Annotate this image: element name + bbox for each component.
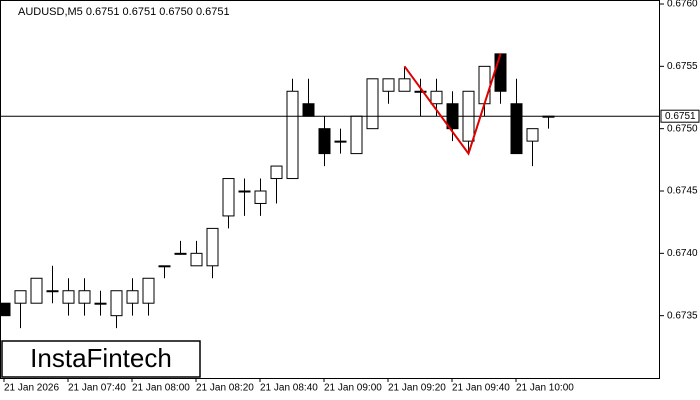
- candle-body: [142, 277, 155, 304]
- candle-body: [158, 265, 171, 268]
- current-price-box: [660, 109, 700, 123]
- plot-frame: [0, 0, 660, 379]
- y-tick-label: 0.6740: [667, 248, 698, 259]
- current-price-label: 0.6751: [665, 111, 696, 122]
- pattern-line: [403, 53, 502, 156]
- x-tick-label: 21 Jan 08:40: [260, 383, 318, 394]
- candle-body: [14, 290, 27, 304]
- candle-body: [94, 302, 107, 305]
- candle-body: [30, 277, 43, 304]
- candle-body: [526, 128, 539, 142]
- candle-body: [366, 78, 379, 130]
- candle-body: [206, 227, 219, 267]
- y-tick-label: 0.6760: [667, 0, 698, 10]
- y-tick-label: 0.6750: [667, 123, 698, 134]
- x-tick-label: 21 Jan 09:40: [452, 383, 510, 394]
- x-tick-label: 21 Jan 09:00: [324, 383, 382, 394]
- x-tick-label: 21 Jan 08:00: [132, 383, 190, 394]
- watermark: InstaFintech: [30, 343, 172, 373]
- candle-body: [238, 190, 251, 193]
- candle-body: [286, 90, 299, 180]
- candle-body: [126, 290, 139, 304]
- candle-body: [174, 252, 187, 255]
- candle-body: [46, 290, 59, 293]
- y-tick-label: 0.6745: [667, 186, 698, 197]
- candle-body: [430, 90, 443, 105]
- candle-body: [222, 178, 235, 217]
- candle-body: [318, 128, 331, 155]
- x-tick-label: 21 Jan 2026: [4, 383, 59, 394]
- candle-body: [0, 302, 11, 317]
- chart-title: AUDUSD,M5 0.6751 0.6751 0.6750 0.6751: [18, 6, 230, 18]
- candle-body: [414, 90, 427, 93]
- candle-body: [510, 103, 523, 155]
- candle-body: [78, 290, 91, 304]
- candle-body: [334, 140, 347, 143]
- candle-body: [302, 103, 315, 117]
- candle-body: [382, 78, 395, 92]
- x-tick-label: 21 Jan 09:20: [388, 383, 446, 394]
- candle-body: [190, 252, 203, 267]
- x-tick-label: 21 Jan 08:20: [196, 383, 254, 394]
- y-tick-label: 0.6755: [667, 61, 698, 72]
- y-tick-label: 0.6735: [667, 310, 698, 321]
- candle-body: [62, 290, 75, 304]
- candle-body: [478, 65, 491, 105]
- watermark-box: [1, 340, 201, 378]
- x-tick-label: 21 Jan 07:40: [68, 383, 126, 394]
- candle-body: [110, 290, 123, 317]
- candle-body: [350, 115, 363, 155]
- candle-body: [270, 165, 283, 180]
- candle-body: [494, 53, 507, 92]
- candle-body: [254, 190, 267, 204]
- x-tick-label: 21 Jan 10:00: [516, 383, 574, 394]
- candle-body: [398, 78, 411, 92]
